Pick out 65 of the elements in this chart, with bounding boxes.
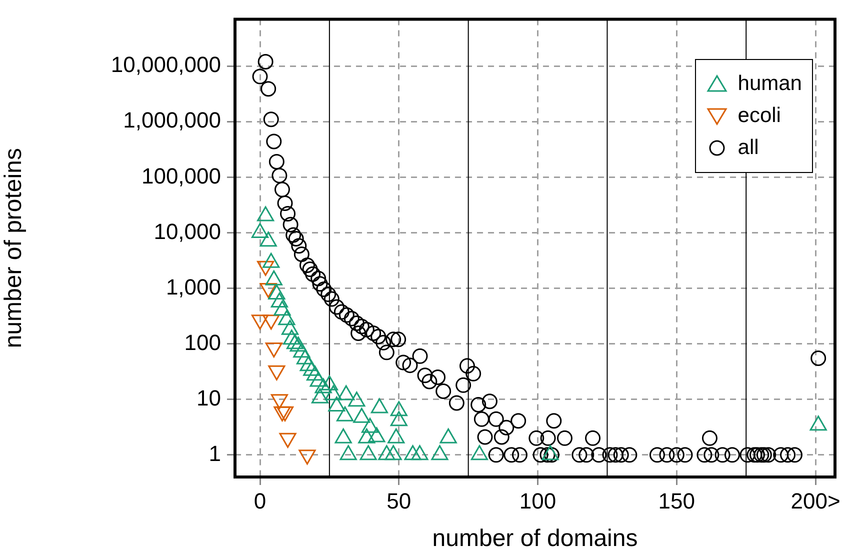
- point: [262, 252, 280, 268]
- y-tick-label: 100,000: [141, 163, 221, 188]
- point: [340, 445, 357, 460]
- point: [296, 349, 314, 364]
- point: [360, 445, 377, 460]
- point: [810, 416, 827, 431]
- point: [303, 360, 320, 376]
- x-tick-label: 0: [254, 488, 266, 514]
- point: [390, 411, 408, 426]
- point: [320, 375, 338, 390]
- point: [286, 334, 304, 350]
- point: [290, 336, 307, 352]
- x-axis-title: number of domains: [432, 525, 638, 552]
- point: [274, 300, 291, 316]
- point: [431, 445, 448, 460]
- point: [411, 445, 428, 460]
- y-tick-label: 1,000: [166, 274, 221, 300]
- point: [338, 385, 355, 400]
- point: [353, 408, 370, 423]
- point: [281, 320, 299, 335]
- point: [390, 401, 408, 416]
- point: [260, 232, 277, 247]
- y-tick-label: 100: [184, 330, 221, 355]
- x-tick-label: 150: [658, 488, 696, 514]
- legend-label: ecoli: [738, 103, 781, 130]
- y-tick-label: 10: [196, 385, 221, 410]
- point: [328, 396, 346, 412]
- point: [542, 445, 559, 460]
- point: [293, 342, 310, 358]
- point: [314, 378, 332, 394]
- point: [334, 428, 352, 444]
- y-tick-label: 1: [208, 440, 221, 466]
- point: [358, 428, 376, 444]
- y-tick-label: 10,000,000: [110, 52, 221, 78]
- point: [388, 428, 405, 444]
- point: [324, 385, 342, 400]
- point: [370, 398, 388, 414]
- point: [378, 445, 396, 460]
- point: [278, 310, 296, 326]
- x-tick-label: 50: [386, 488, 412, 514]
- point: [270, 292, 288, 308]
- point: [470, 445, 488, 460]
- x-tick-label: 100: [519, 488, 556, 514]
- x-tick-label: 200>: [790, 488, 840, 514]
- y-tick-label: 10,000: [154, 218, 221, 244]
- legend-label: all: [738, 135, 759, 162]
- point: [336, 406, 354, 422]
- point: [348, 392, 366, 407]
- point: [311, 388, 329, 404]
- point: [283, 330, 300, 345]
- point: [300, 356, 317, 372]
- point: [310, 372, 327, 387]
- y-axis-title: number of proteins: [0, 148, 28, 348]
- point: [268, 284, 286, 300]
- point: [404, 445, 422, 460]
- point: [368, 427, 386, 442]
- point: [384, 445, 402, 460]
- y-tick-label: 1,000,000: [123, 108, 221, 133]
- point: [257, 206, 274, 222]
- legend-label: human: [738, 71, 802, 98]
- point: [361, 418, 379, 433]
- point: [440, 428, 457, 444]
- point: [251, 223, 269, 238]
- point: [265, 270, 282, 286]
- point: [306, 366, 324, 381]
